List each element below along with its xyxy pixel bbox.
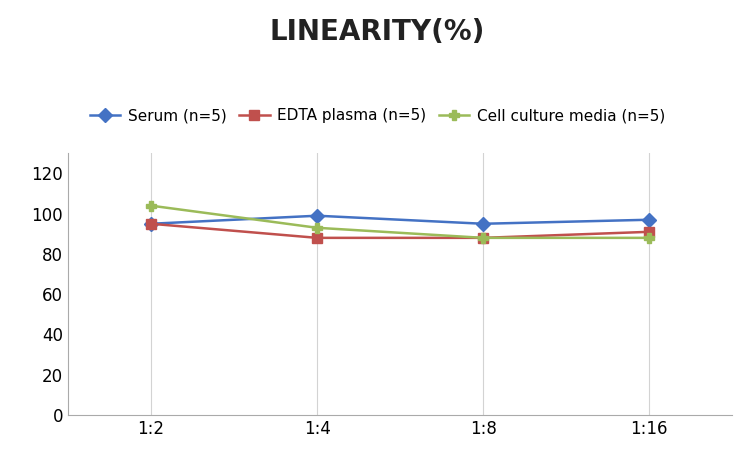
Serum (n=5) <box>645 217 654 222</box>
Line: EDTA plasma (n=5): EDTA plasma (n=5) <box>146 219 654 243</box>
Line: Cell culture media (n=5): Cell culture media (n=5) <box>146 201 654 243</box>
EDTA plasma (n=5) <box>645 229 654 235</box>
Serum (n=5) <box>479 221 488 226</box>
EDTA plasma (n=5) <box>146 221 156 226</box>
Legend: Serum (n=5), EDTA plasma (n=5), Cell culture media (n=5): Serum (n=5), EDTA plasma (n=5), Cell cul… <box>84 102 671 129</box>
Serum (n=5) <box>313 213 322 218</box>
Cell culture media (n=5) <box>313 225 322 230</box>
EDTA plasma (n=5) <box>479 235 488 240</box>
Cell culture media (n=5) <box>479 235 488 240</box>
Cell culture media (n=5) <box>146 203 156 208</box>
Serum (n=5) <box>146 221 156 226</box>
Line: Serum (n=5): Serum (n=5) <box>146 211 654 229</box>
Cell culture media (n=5) <box>645 235 654 240</box>
EDTA plasma (n=5) <box>313 235 322 240</box>
Text: LINEARITY(%): LINEARITY(%) <box>270 18 485 46</box>
